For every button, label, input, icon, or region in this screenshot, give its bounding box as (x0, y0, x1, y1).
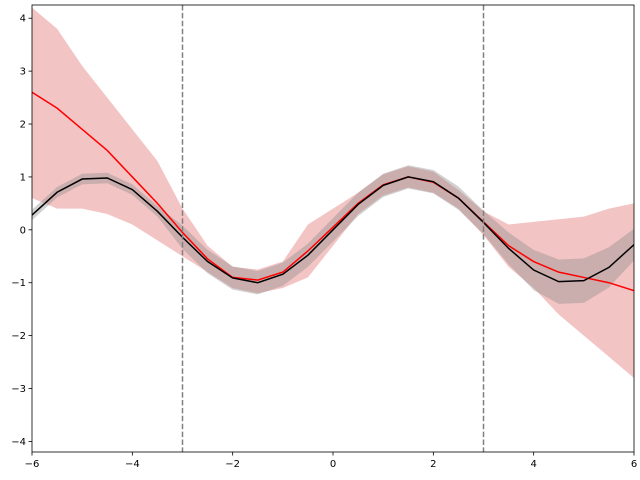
y-tick-label: −1 (11, 278, 26, 289)
uncertainty-band (32, 7, 634, 378)
x-tick-label: 0 (330, 459, 336, 470)
x-tick-label: −6 (25, 459, 40, 470)
x-tick-label: −2 (225, 459, 240, 470)
y-tick-label: 2 (20, 120, 26, 131)
y-tick-label: −2 (11, 331, 26, 342)
line (32, 176, 634, 284)
y-tick-label: 3 (20, 67, 26, 78)
y-tick-label: 4 (20, 14, 26, 25)
x-tick-label: 2 (430, 459, 436, 470)
x-tick-label: 6 (631, 459, 637, 470)
uncertainty-band (32, 165, 634, 304)
plot-area (32, 5, 634, 452)
y-tick-label: 1 (20, 172, 26, 183)
y-tick-label: −4 (11, 437, 26, 448)
y-tick-label: −3 (11, 384, 26, 395)
line (32, 91, 634, 292)
y-tick-label: 0 (20, 225, 26, 236)
x-tick-label: −4 (125, 459, 140, 470)
x-tick-label: 4 (530, 459, 536, 470)
